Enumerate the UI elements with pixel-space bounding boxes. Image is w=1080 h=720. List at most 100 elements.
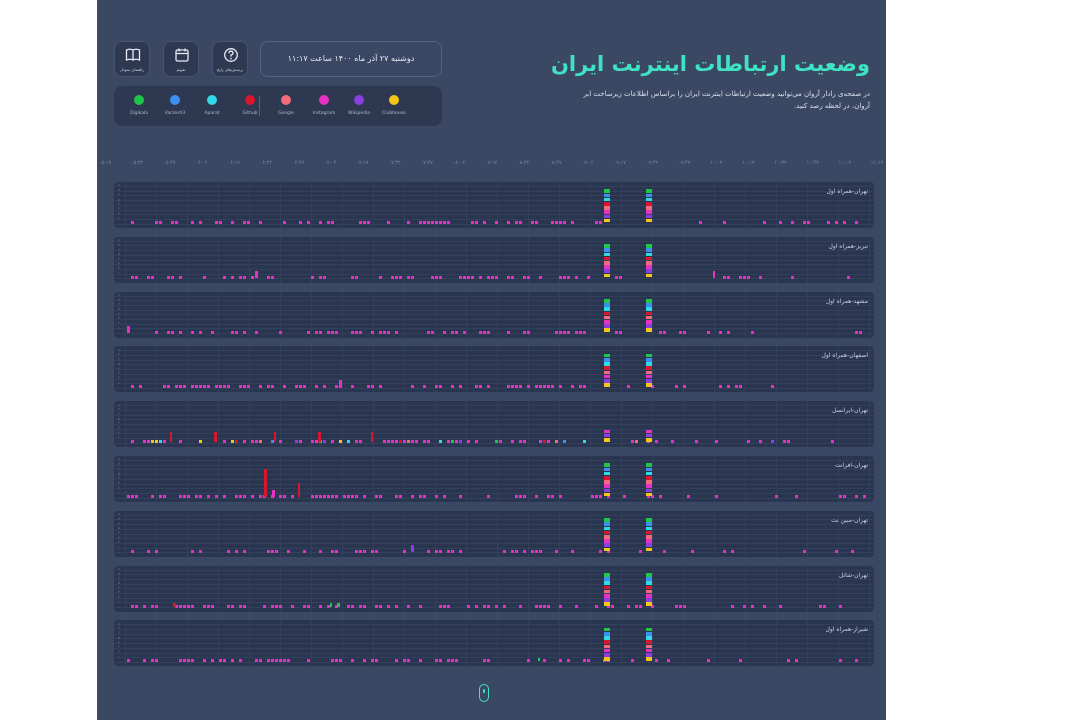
- event-mark[interactable]: [214, 431, 217, 443]
- event-mark[interactable]: [712, 270, 716, 278]
- outage-bar-segment[interactable]: [645, 492, 652, 497]
- legend-item-instagram[interactable]: Instagram: [309, 95, 339, 116]
- outage-bar-segment[interactable]: [645, 273, 652, 278]
- outage-bar-segment[interactable]: [604, 248, 611, 253]
- event-mark[interactable]: [329, 603, 333, 607]
- outage-bar-segment[interactable]: [645, 585, 652, 590]
- outage-bar-segment[interactable]: [604, 311, 611, 316]
- outage-bar-segment[interactable]: [604, 577, 611, 581]
- outage-bar-segment[interactable]: [645, 476, 652, 480]
- outage-bar-segment[interactable]: [604, 648, 611, 653]
- outage-bar-segment[interactable]: [604, 324, 611, 328]
- outage-bar-segment[interactable]: [604, 539, 611, 543]
- outage-bar-segment[interactable]: [604, 328, 611, 333]
- outage-bar-segment[interactable]: [645, 572, 652, 577]
- outage-bar-segment[interactable]: [645, 429, 652, 434]
- outage-bar-segment[interactable]: [645, 248, 652, 253]
- date-selector[interactable]: دوشنبه ۲۷ آذر ماه ۱۴۰۰ ساعت ۱۱:۱۷: [260, 41, 442, 77]
- outage-bar-segment[interactable]: [604, 218, 611, 223]
- outage-bar-segment[interactable]: [604, 193, 611, 198]
- event-mark[interactable]: [169, 431, 173, 443]
- outage-bar-segment[interactable]: [645, 640, 652, 645]
- outage-bar-segment[interactable]: [604, 370, 611, 375]
- legend-item-clubhouse[interactable]: Clubhouse: [379, 95, 409, 116]
- outage-bar-segment[interactable]: [645, 252, 652, 257]
- outage-bar-segment[interactable]: [604, 374, 611, 379]
- outage-bar-segment[interactable]: [604, 467, 611, 472]
- outage-bar-segment[interactable]: [604, 260, 611, 265]
- outage-bar-segment[interactable]: [645, 244, 652, 248]
- outage-bar-segment[interactable]: [645, 602, 652, 607]
- outage-bar-segment[interactable]: [645, 589, 652, 594]
- outage-bar-segment[interactable]: [645, 631, 652, 636]
- outage-bar-segment[interactable]: [604, 298, 611, 303]
- outage-bar-segment[interactable]: [604, 273, 611, 278]
- outage-bar-segment[interactable]: [604, 631, 611, 636]
- outage-bar-segment[interactable]: [604, 581, 611, 586]
- event-mark[interactable]: [273, 431, 277, 443]
- outage-bar-segment[interactable]: [645, 197, 652, 202]
- outage-bar-segment[interactable]: [604, 210, 611, 215]
- outage-bar-segment[interactable]: [645, 210, 652, 215]
- outage-bar-segment[interactable]: [645, 484, 652, 489]
- outage-bar-segment[interactable]: [645, 307, 652, 312]
- outage-bar-segment[interactable]: [604, 598, 611, 602]
- outage-bar-segment[interactable]: [645, 298, 652, 303]
- outage-bar-segment[interactable]: [604, 353, 611, 358]
- outage-bar-segment[interactable]: [645, 627, 652, 632]
- legend-item-google[interactable]: Google: [271, 95, 301, 116]
- outage-bar-segment[interactable]: [645, 260, 652, 265]
- outage-bar-segment[interactable]: [645, 463, 652, 468]
- outage-bar-segment[interactable]: [645, 526, 652, 531]
- outage-bar-segment[interactable]: [645, 598, 652, 602]
- outage-bar-segment[interactable]: [604, 252, 611, 257]
- outage-bar-segment[interactable]: [604, 593, 611, 598]
- legend-item-aparat[interactable]: Aparat: [197, 95, 227, 116]
- outage-bar-segment[interactable]: [604, 189, 611, 194]
- outage-bar-segment[interactable]: [645, 324, 652, 328]
- outage-bar-segment[interactable]: [604, 572, 611, 577]
- outage-bar-segment[interactable]: [645, 328, 652, 333]
- faq-button[interactable]: پرسش‌های رایج: [212, 41, 248, 77]
- outage-bar-segment[interactable]: [604, 522, 611, 527]
- outage-bar-segment[interactable]: [645, 303, 652, 307]
- event-mark[interactable]: [339, 380, 342, 388]
- event-mark[interactable]: [337, 603, 340, 607]
- outage-bar-segment[interactable]: [604, 534, 611, 539]
- outage-bar-segment[interactable]: [604, 526, 611, 531]
- outage-bar-segment[interactable]: [604, 471, 611, 476]
- outage-bar-segment[interactable]: [604, 530, 611, 535]
- outage-bar-segment[interactable]: [645, 256, 652, 261]
- outage-bar-segment[interactable]: [645, 534, 652, 539]
- legend-item-varzesh3[interactable]: Varzesh3: [160, 95, 190, 116]
- event-mark[interactable]: [272, 490, 275, 497]
- outage-bar-segment[interactable]: [645, 522, 652, 527]
- outage-bar-segment[interactable]: [604, 543, 611, 548]
- outage-bar-segment[interactable]: [604, 652, 611, 657]
- outage-bar-segment[interactable]: [645, 433, 652, 438]
- outage-bar-segment[interactable]: [645, 543, 652, 548]
- outage-bar-segment[interactable]: [604, 315, 611, 320]
- outage-bar-segment[interactable]: [645, 214, 652, 219]
- scroll-down-icon[interactable]: [479, 684, 489, 702]
- outage-bar-segment[interactable]: [645, 581, 652, 586]
- outage-bar-segment[interactable]: [604, 357, 611, 362]
- event-mark[interactable]: [127, 325, 130, 333]
- outage-bar-segment[interactable]: [645, 652, 652, 657]
- outage-bar-segment[interactable]: [604, 307, 611, 312]
- legend-item-digikala[interactable]: Digikala: [124, 95, 154, 116]
- outage-bar-segment[interactable]: [604, 366, 611, 371]
- outage-bar-segment[interactable]: [604, 265, 611, 269]
- outage-bar-segment[interactable]: [645, 357, 652, 362]
- outage-bar-segment[interactable]: [645, 370, 652, 375]
- outage-bar-segment[interactable]: [604, 640, 611, 645]
- outage-bar-segment[interactable]: [604, 547, 611, 552]
- outage-bar-segment[interactable]: [604, 433, 611, 438]
- outage-bar-segment[interactable]: [604, 627, 611, 632]
- outage-bar-segment[interactable]: [645, 593, 652, 598]
- calendar-button[interactable]: تقویم: [163, 41, 199, 77]
- outage-bar-segment[interactable]: [645, 480, 652, 484]
- outage-bar-segment[interactable]: [645, 467, 652, 472]
- outage-bar-segment[interactable]: [645, 269, 652, 274]
- outage-bar-segment[interactable]: [645, 530, 652, 535]
